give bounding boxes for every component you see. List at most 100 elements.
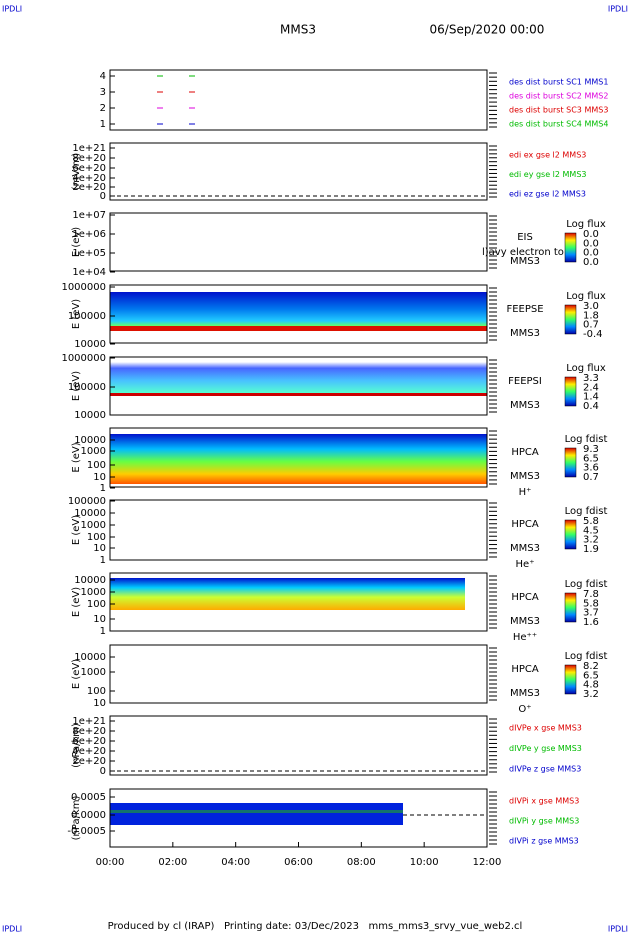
y-axis-label: E (eV): [71, 515, 82, 545]
y-tick-label: 1000: [81, 520, 106, 531]
corner-label: IPDLI: [2, 925, 22, 934]
colorbar: [564, 664, 577, 695]
panel-frame: [109, 715, 488, 776]
colorbar-label: 0.0: [583, 257, 599, 268]
y-tick-label: 10: [93, 472, 106, 483]
spectrogram: [110, 292, 487, 326]
colorbar: [564, 304, 577, 335]
y-tick-label: 2e+20: [72, 182, 106, 193]
panel-frame: [109, 212, 488, 272]
side-label: MMS3: [510, 543, 540, 554]
spectrogram: [110, 362, 487, 393]
footer: Produced by cl (IRAP) Printing date: 03/…: [108, 921, 523, 932]
y-tick-label: 1e+05: [72, 248, 106, 259]
y-axis-label: E (eV): [71, 442, 82, 472]
colorbar-label: 3.2: [583, 689, 599, 700]
colorbar-label: 3.0: [583, 301, 599, 312]
side-label: HPCA: [511, 592, 539, 603]
panel-frame: [109, 427, 488, 488]
y-tick-label: 100: [87, 532, 106, 543]
y-tick-label: 1e+21: [72, 716, 106, 727]
x-tick-label: 02:00: [158, 857, 187, 868]
y-tick-label: 10: [93, 543, 106, 554]
y-tick-label: 1e+06: [72, 229, 106, 240]
legend-entry: dIVPe x gse MMS3: [509, 724, 582, 733]
spectra: [110, 195, 487, 825]
y-tick-label: 1000: [81, 587, 106, 598]
colorbar-title: Log fdist: [565, 434, 608, 445]
colorbar-label: 8.2: [583, 661, 599, 672]
side-label: MMS3: [510, 328, 540, 339]
side-label: HPCA: [511, 519, 539, 530]
y-axis-label: E (eV): [71, 299, 82, 329]
title: MMS3: [280, 23, 316, 37]
corner-label: IPDLI: [2, 5, 22, 14]
side-label: MMS3: [510, 471, 540, 482]
legend-entry: des dist burst SC2 MMS2: [509, 92, 608, 101]
colorbar-title: Log flux: [566, 219, 606, 230]
side-label: MMS3: [510, 256, 540, 267]
colorbar-label: 0.0: [583, 229, 599, 240]
y-tick-label: 0.0005: [71, 792, 106, 803]
legend-entry: des dist burst SC4 MMS4: [509, 120, 608, 129]
y-tick-label: 10: [93, 698, 106, 709]
x-tick-label: 06:00: [284, 857, 313, 868]
colorbar-label: 0.4: [583, 401, 599, 412]
colorbar-label: 5.8: [583, 516, 599, 527]
x-tick-label: 12:00: [473, 857, 502, 868]
spectrogram-band: [110, 326, 487, 331]
side-label: FEEPSI: [508, 376, 542, 387]
colorbar-label: 4.5: [583, 525, 599, 536]
colorbar-label: 0.7: [583, 320, 599, 331]
panel-frame: [109, 644, 488, 704]
colorbar-label: 3.2: [583, 535, 599, 546]
colorbar-label: 0.7: [583, 472, 599, 483]
spectrogram-band: [110, 393, 487, 396]
colorbar-label: 3.6: [583, 463, 599, 474]
y-axis-label: E (eV): [71, 587, 82, 617]
note: l)avy electron to: [482, 247, 564, 258]
corner-label: IPDLI: [608, 925, 628, 934]
y-tick-label: 6e+20: [72, 736, 106, 747]
y-axis-label: (mV/m): [71, 153, 82, 191]
y-tick-label: -0.0005: [67, 826, 106, 837]
y-tick-label: 4: [100, 71, 106, 82]
colorbar-label: 2.4: [583, 382, 599, 393]
x-tick-label: 00:00: [96, 857, 125, 868]
colorbar-title: Log flux: [566, 363, 606, 374]
y-tick-label: 10000: [74, 575, 106, 586]
side-label: MMS3: [510, 688, 540, 699]
y-tick-label: 1000: [81, 667, 106, 678]
colorbar-label: 4.8: [583, 680, 599, 691]
colorbar-label: 3.3: [583, 373, 599, 384]
legend-entry: edi ez gse l2 MMS3: [509, 190, 586, 199]
legend-entry: des dist burst SC1 MMS1: [509, 78, 608, 87]
trace-band: [110, 810, 403, 813]
side-label: MMS3: [510, 616, 540, 627]
y-tick-label: 1e+04: [72, 267, 106, 278]
y-tick-label: 3: [100, 87, 106, 98]
y-tick-label: 1: [100, 119, 106, 130]
spectrogram: [110, 434, 487, 484]
legend-entry: edi ey gse l2 MMS3: [509, 170, 587, 179]
date: 06/Sep/2020 00:00: [430, 23, 545, 37]
panel-frame: [109, 499, 488, 561]
side-label: EIS: [517, 232, 533, 243]
colorbar-label: 1.9: [583, 544, 599, 555]
y-axis-label: (nPa/km): [71, 723, 82, 768]
panel-frame: [109, 572, 488, 632]
colorbar: [564, 519, 577, 550]
legend-entry: des dist burst SC3 MMS3: [509, 106, 608, 115]
side-label: HPCA: [511, 664, 539, 675]
y-tick-label: 100: [87, 686, 106, 697]
colorbar: [564, 592, 577, 623]
y-tick-label: 100000: [68, 496, 106, 507]
panel-frame: [109, 69, 488, 131]
colorbar: [564, 232, 577, 263]
y-tick-label: 10000: [74, 339, 106, 350]
colorbar-label: 5.8: [583, 598, 599, 609]
colorbar-label: -0.4: [583, 329, 603, 340]
trace-band: [110, 803, 403, 825]
side-label: He⁺⁺: [513, 632, 537, 643]
